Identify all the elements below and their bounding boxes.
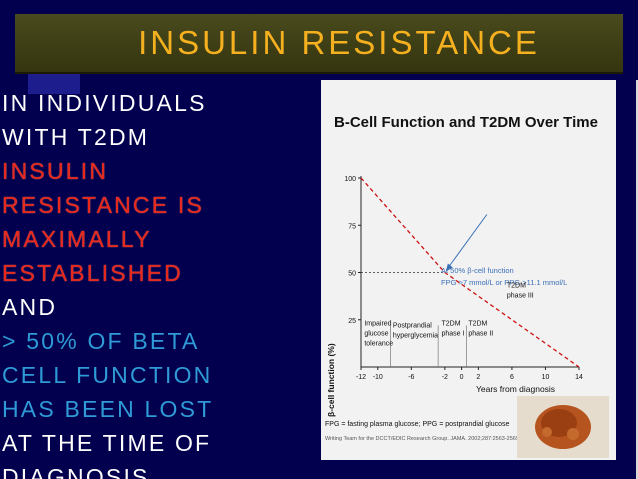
left-text-line: MAXIMALLY <box>2 226 152 252</box>
y-tick-label: 25 <box>348 318 356 325</box>
left-text-line: IN INDIVIDUALS <box>2 90 207 116</box>
phase-label: T2DM <box>507 283 526 290</box>
phase-label: T2DM <box>468 320 487 327</box>
left-text-line: CELL FUNCTION <box>2 362 213 388</box>
beta-cell-chart: B-Cell Function and T2DM Over Time 25 50 7… <box>325 114 609 458</box>
chart-title: B-Cell Function and T2DM Over Time <box>334 114 598 131</box>
phase-label: Impaired <box>364 320 391 327</box>
x-tick-label: -12 <box>356 374 366 381</box>
y-tick-label: 50 <box>348 271 356 278</box>
figure-panel: B-Cell Function and T2DM Over Time 25 50 7… <box>321 80 616 460</box>
annotation-arrow <box>446 214 488 270</box>
footnote: FPG = fasting plasma glucose; PPG = post… <box>325 421 510 428</box>
x-tick-label: 6 <box>510 374 514 381</box>
annotation-arrowhead <box>445 263 453 272</box>
x-tick-label: 10 <box>542 374 550 381</box>
x-tick-label: -6 <box>408 374 414 381</box>
annotation-line2: FPG >7 mmol/L or PPG >11.1 mmol/L <box>441 278 567 287</box>
left-text-line: > 50% OF BETA <box>2 328 200 354</box>
phase-label: hyperglycemia <box>393 332 438 339</box>
phase-label: phase I <box>441 330 464 337</box>
annotation-line1: At 50% β-cell function <box>441 266 514 275</box>
x-tick-label: -2 <box>442 374 448 381</box>
x-tick-label: 0 <box>460 374 464 381</box>
x-tick-label: -10 <box>373 374 383 381</box>
x-tick-label: 14 <box>575 374 583 381</box>
y-axis-label: β-cell function (%) <box>326 343 336 417</box>
phase-label: Postprandial <box>393 322 432 329</box>
series-line <box>360 177 580 368</box>
phase-label: phase III <box>507 293 534 300</box>
left-text-line: DIAGNOSIS <box>2 464 150 479</box>
decorative-bar <box>28 74 80 94</box>
slide-title: INSULIN RESISTANCE <box>138 24 540 61</box>
x-axis-label: Years from diagnosis <box>476 384 555 394</box>
left-text-line: AND <box>2 294 58 320</box>
y-tick-label: 75 <box>348 223 356 230</box>
left-text-line: WITH T2DM <box>2 124 150 150</box>
islet-histology-image <box>517 396 609 458</box>
slide-border <box>636 80 638 479</box>
citation: Writing Team for the DCCT/EDIC Research … <box>325 436 521 442</box>
x-tick-label: 2 <box>476 374 480 381</box>
left-text-line: AT THE TIME OF <box>2 430 212 456</box>
left-text-line: RESISTANCE IS <box>2 192 204 218</box>
left-text-line: ESTABLISHED <box>2 260 183 286</box>
title-bar: INSULIN RESISTANCE <box>15 14 623 74</box>
phase-label: glucose <box>364 330 388 337</box>
phase-label: T2DM <box>441 320 460 327</box>
left-text-block: IN INDIVIDUALS WITH T2DM INSULIN RESISTANCE… <box>0 86 316 479</box>
phase-label: tolerance <box>364 340 393 347</box>
left-text-line: INSULIN <box>2 158 109 184</box>
phase-label: phase II <box>468 330 493 337</box>
y-tick-label: 100 <box>344 176 356 183</box>
left-text-line: HAS BEEN LOST <box>2 396 214 422</box>
